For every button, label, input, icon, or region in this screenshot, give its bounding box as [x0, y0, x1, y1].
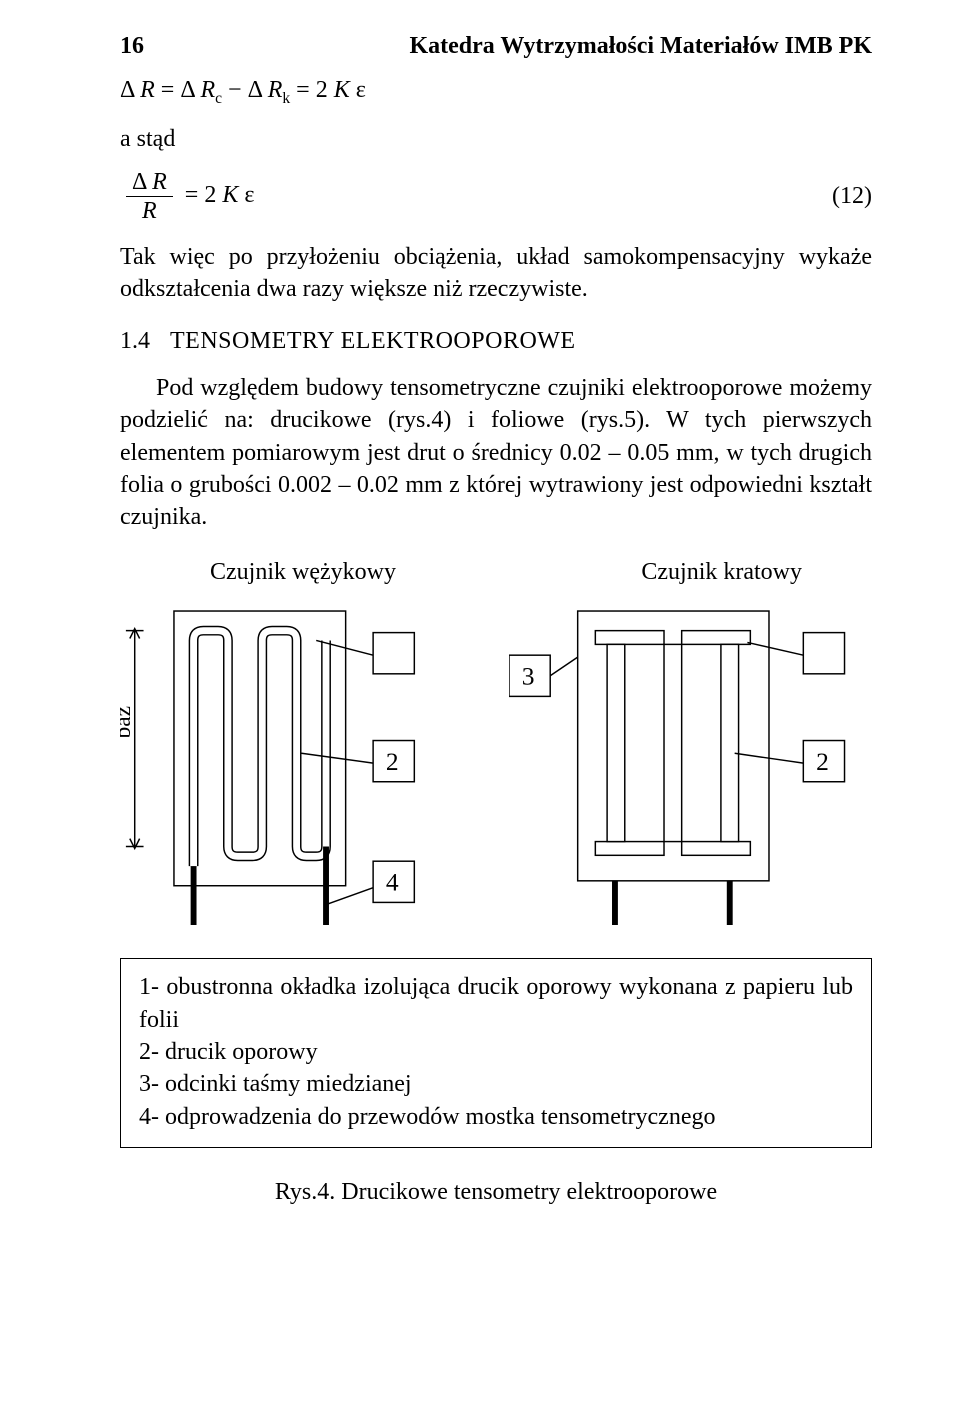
callout-box-1	[373, 633, 414, 674]
diagram-row: baz 2 4 3	[120, 598, 872, 938]
equation-12: Δ R R = 2 K ε (12)	[120, 170, 872, 223]
section-heading: 1.4 TENSOMETRY ELEKTROOPOROWE	[120, 325, 872, 357]
baz-label: baz	[120, 706, 136, 739]
page-number: 16	[120, 30, 144, 62]
callout-2-text: 2	[386, 747, 399, 776]
equation-dr: Δ R = Δ Rc − Δ Rk = 2 K ε	[120, 74, 872, 109]
diagram-wezykowy: baz 2 4	[120, 598, 483, 938]
label-czujnik-kratowy: Czujnik kratowy	[641, 556, 802, 588]
legend-box: 1- obustronna okładka izolująca drucik o…	[120, 958, 872, 1148]
legend-item-1: 1- obustronna okładka izolująca drucik o…	[139, 971, 853, 1036]
paragraph-2: Pod względem budowy tensometryczne czujn…	[120, 372, 872, 534]
section-title: TENSOMETRY ELEKTROOPOROWE	[170, 325, 576, 357]
callout-2b-text: 2	[816, 747, 829, 776]
text-astad: a stąd	[120, 123, 872, 155]
diagram-labels: Czujnik wężykowy Czujnik kratowy	[120, 556, 872, 588]
diagram-kratowy: 3 2	[509, 598, 872, 938]
legend-item-3: 3- odcinki taśmy miedzianej	[139, 1068, 853, 1100]
callout-box-1b	[803, 633, 844, 674]
legend-item-4: 4- odprowadzenia do przewodów mostka ten…	[139, 1101, 853, 1133]
legend-item-2: 2- drucik oporowy	[139, 1036, 853, 1068]
figure-caption: Rys.4. Drucikowe tensometry elektrooporo…	[120, 1176, 872, 1208]
callout-4-text: 4	[386, 868, 399, 897]
equation-number-12: (12)	[832, 180, 872, 212]
label-czujnik-wezykowy: Czujnik wężykowy	[210, 556, 396, 588]
paragraph-1: Tak więc po przyłożeniu obciążenia, ukła…	[120, 241, 872, 306]
fraction-dr-r: Δ R R	[126, 170, 173, 223]
page-header-title: Katedra Wytrzymałości Materiałów IMB PK	[409, 30, 872, 62]
section-number: 1.4	[120, 325, 170, 357]
callout-3-text: 3	[522, 662, 535, 691]
